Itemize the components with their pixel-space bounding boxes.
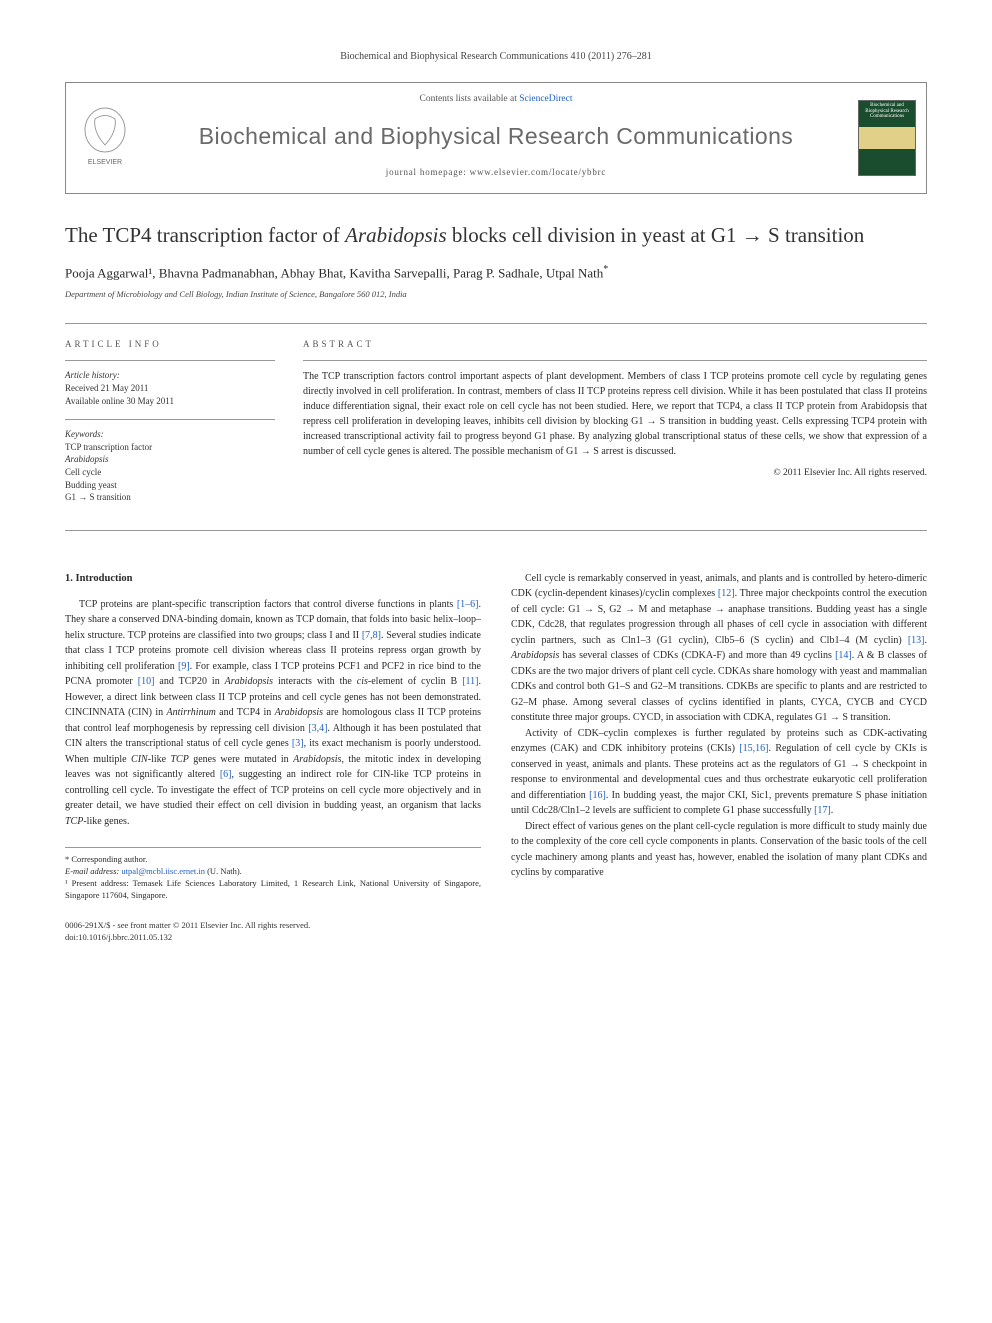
keyword: Budding yeast xyxy=(65,479,275,492)
citation-link[interactable]: [9] xyxy=(178,661,190,672)
abstract-label: ABSTRACT xyxy=(303,338,927,351)
divider xyxy=(65,323,927,324)
keyword: Arabidopsis xyxy=(65,453,275,466)
intro-heading: 1. Introduction xyxy=(65,571,481,587)
online-date: Available online 30 May 2011 xyxy=(65,395,275,408)
citation-link[interactable]: [1–6] xyxy=(457,599,479,610)
corresponding-mark: * xyxy=(603,264,608,275)
elsevier-logo: ELSEVIER xyxy=(66,83,144,193)
footnotes: * Corresponding author. E-mail address: … xyxy=(65,847,481,902)
citation-link[interactable]: [6] xyxy=(220,769,232,780)
contents-line: Contents lists available at ScienceDirec… xyxy=(152,93,840,106)
right-column: Cell cycle is remarkably conserved in ye… xyxy=(511,571,927,902)
present-address-note: ¹ Present address: Temasek Life Sciences… xyxy=(65,878,481,902)
abstract-column: ABSTRACT The TCP transcription factors c… xyxy=(303,338,927,516)
corresponding-author-note: * Corresponding author. xyxy=(65,854,481,866)
homepage-line: journal homepage: www.elsevier.com/locat… xyxy=(152,166,840,179)
doi-line: doi:10.1016/j.bbrc.2011.05.132 xyxy=(65,932,310,944)
citation-link[interactable]: [10] xyxy=(138,676,155,687)
author-list: Pooja Aggarwal¹, Bhavna Padmanabhan, Abh… xyxy=(65,263,927,283)
article-info-column: ARTICLE INFO Article history: Received 2… xyxy=(65,338,275,516)
history-heading: Article history: xyxy=(65,369,275,382)
citation-link[interactable]: [3,4] xyxy=(308,723,327,734)
intro-para-4: Direct effect of various genes on the pl… xyxy=(511,819,927,881)
keyword: Cell cycle xyxy=(65,466,275,479)
citation-line: Biochemical and Biophysical Research Com… xyxy=(65,50,927,64)
divider xyxy=(303,360,927,361)
divider xyxy=(65,360,275,361)
citation-link[interactable]: [13] xyxy=(908,635,925,646)
header-center: Contents lists available at ScienceDirec… xyxy=(144,83,848,193)
journal-title: Biochemical and Biophysical Research Com… xyxy=(152,120,840,152)
body-columns: 1. Introduction TCP proteins are plant-s… xyxy=(65,571,927,902)
abstract-copyright: © 2011 Elsevier Inc. All rights reserved… xyxy=(303,467,927,480)
divider xyxy=(65,530,927,531)
svg-text:ELSEVIER: ELSEVIER xyxy=(88,159,122,166)
journal-cover-thumb: Biochemical and Biophysical Research Com… xyxy=(848,83,926,193)
journal-header: ELSEVIER Contents lists available at Sci… xyxy=(65,82,927,194)
intro-para-1: TCP proteins are plant-specific transcri… xyxy=(65,597,481,830)
citation-link[interactable]: [15,16] xyxy=(739,743,768,754)
intro-para-2: Cell cycle is remarkably conserved in ye… xyxy=(511,571,927,726)
citation-link[interactable]: [3] xyxy=(292,738,304,749)
citation-link[interactable]: [7,8] xyxy=(362,630,381,641)
sciencedirect-link[interactable]: ScienceDirect xyxy=(519,94,572,104)
citation-link[interactable]: [12] xyxy=(718,588,735,599)
keywords-heading: Keywords: xyxy=(65,428,275,441)
article-title: The TCP4 transcription factor of Arabido… xyxy=(65,222,927,249)
abstract-text: The TCP transcription factors control im… xyxy=(303,369,927,459)
email-link[interactable]: utpal@mcbl.iisc.ernet.in xyxy=(121,866,205,876)
citation-link[interactable]: [17] xyxy=(814,805,831,816)
front-matter-line: 0006-291X/$ - see front matter © 2011 El… xyxy=(65,920,310,932)
citation-link[interactable]: [16] xyxy=(589,790,606,801)
intro-para-3: Activity of CDK–cyclin complexes is furt… xyxy=(511,726,927,819)
received-date: Received 21 May 2011 xyxy=(65,382,275,395)
citation-link[interactable]: [14] xyxy=(835,650,852,661)
email-line: E-mail address: utpal@mcbl.iisc.ernet.in… xyxy=(65,866,481,878)
affiliation: Department of Microbiology and Cell Biol… xyxy=(65,289,927,301)
left-column: 1. Introduction TCP proteins are plant-s… xyxy=(65,571,481,902)
keyword: TCP transcription factor xyxy=(65,441,275,454)
keyword: G1 → S transition xyxy=(65,491,275,504)
article-info-label: ARTICLE INFO xyxy=(65,338,275,351)
divider xyxy=(65,419,275,420)
citation-link[interactable]: [11] xyxy=(462,676,478,687)
footer: 0006-291X/$ - see front matter © 2011 El… xyxy=(65,920,927,944)
